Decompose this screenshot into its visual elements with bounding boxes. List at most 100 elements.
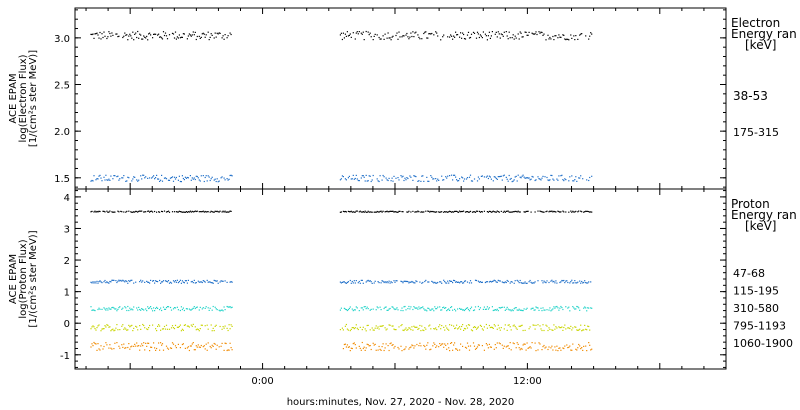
- data-point: [540, 307, 542, 309]
- data-point: [133, 327, 135, 329]
- data-point: [97, 325, 99, 327]
- data-point: [187, 279, 189, 281]
- data-point: [490, 178, 492, 180]
- data-point: [91, 343, 93, 345]
- data-point: [384, 33, 386, 35]
- data-point: [440, 211, 442, 213]
- data-point: [403, 35, 405, 37]
- data-point: [222, 280, 224, 282]
- data-point: [558, 175, 560, 177]
- data-point: [109, 179, 111, 181]
- data-point: [582, 178, 584, 180]
- data-point: [229, 174, 231, 177]
- data-point: [194, 307, 196, 310]
- data-point: [447, 328, 449, 330]
- data-point: [573, 211, 575, 213]
- data-point: [396, 307, 398, 309]
- data-point: [436, 282, 438, 284]
- data-point: [161, 38, 164, 40]
- data-point: [112, 328, 114, 330]
- data-point: [107, 282, 109, 284]
- data-point: [555, 306, 557, 308]
- data-point: [155, 33, 157, 35]
- data-point: [93, 309, 95, 311]
- data-point: [584, 324, 586, 326]
- data-point: [220, 345, 222, 347]
- data-point: [353, 342, 355, 344]
- data-point: [229, 328, 231, 330]
- data-point: [204, 36, 206, 38]
- data-point: [564, 282, 566, 284]
- data-point: [213, 211, 215, 213]
- data-point: [187, 346, 189, 348]
- data-point: [143, 174, 145, 176]
- data-point: [528, 281, 530, 283]
- data-point: [521, 348, 523, 350]
- data-point: [434, 306, 436, 308]
- data-point: [349, 330, 351, 332]
- data-point: [590, 307, 592, 309]
- data-point: [400, 175, 402, 177]
- data-point: [495, 281, 497, 283]
- data-point: [524, 211, 526, 213]
- data-point: [539, 325, 541, 327]
- data-point: [515, 210, 517, 213]
- data-point: [364, 306, 366, 308]
- data-point: [99, 210, 101, 213]
- data-point: [457, 308, 459, 310]
- data-point: [590, 32, 592, 34]
- data-point: [586, 179, 588, 181]
- legend-entry-38-53: 38-53: [733, 89, 768, 103]
- data-point: [220, 177, 222, 179]
- data-point: [218, 32, 220, 34]
- data-point: [204, 307, 206, 309]
- data-point: [359, 210, 361, 212]
- data-point: [394, 329, 396, 331]
- data-point: [376, 327, 378, 329]
- data-point: [340, 282, 342, 284]
- data-point: [438, 211, 440, 213]
- data-point: [160, 179, 162, 181]
- data-point: [117, 210, 119, 212]
- data-point: [129, 326, 131, 328]
- data-point: [382, 343, 384, 345]
- data-point: [481, 345, 483, 347]
- data-point: [488, 31, 490, 33]
- data-point: [537, 210, 539, 212]
- data-point: [346, 31, 348, 33]
- data-point: [507, 280, 509, 282]
- data-point: [100, 177, 102, 179]
- data-point: [588, 281, 590, 283]
- data-point: [395, 308, 397, 310]
- data-point: [464, 346, 467, 348]
- data-point: [557, 350, 559, 352]
- data-point: [147, 281, 149, 283]
- data-point: [401, 36, 403, 38]
- data-point: [455, 210, 457, 212]
- data-point: [459, 36, 461, 38]
- data-point: [349, 350, 351, 352]
- data-point: [437, 281, 439, 284]
- data-point: [367, 210, 369, 212]
- data-point: [424, 280, 426, 283]
- data-point: [496, 308, 498, 310]
- data-point: [513, 211, 515, 213]
- data-point: [578, 307, 580, 309]
- data-point: [570, 34, 572, 36]
- data-point: [539, 343, 541, 345]
- data-point: [536, 33, 538, 36]
- data-point: [128, 309, 130, 312]
- data-point: [221, 280, 223, 282]
- data-point: [186, 211, 188, 213]
- data-point: [570, 349, 572, 351]
- data-point: [576, 282, 578, 284]
- data-point: [373, 344, 375, 346]
- data-point: [409, 281, 411, 283]
- data-point: [499, 280, 501, 282]
- data-point: [154, 178, 156, 180]
- data-point: [139, 349, 141, 351]
- data-point: [228, 349, 230, 351]
- data-point: [215, 324, 217, 326]
- data-point: [160, 329, 162, 331]
- data-point: [574, 211, 576, 213]
